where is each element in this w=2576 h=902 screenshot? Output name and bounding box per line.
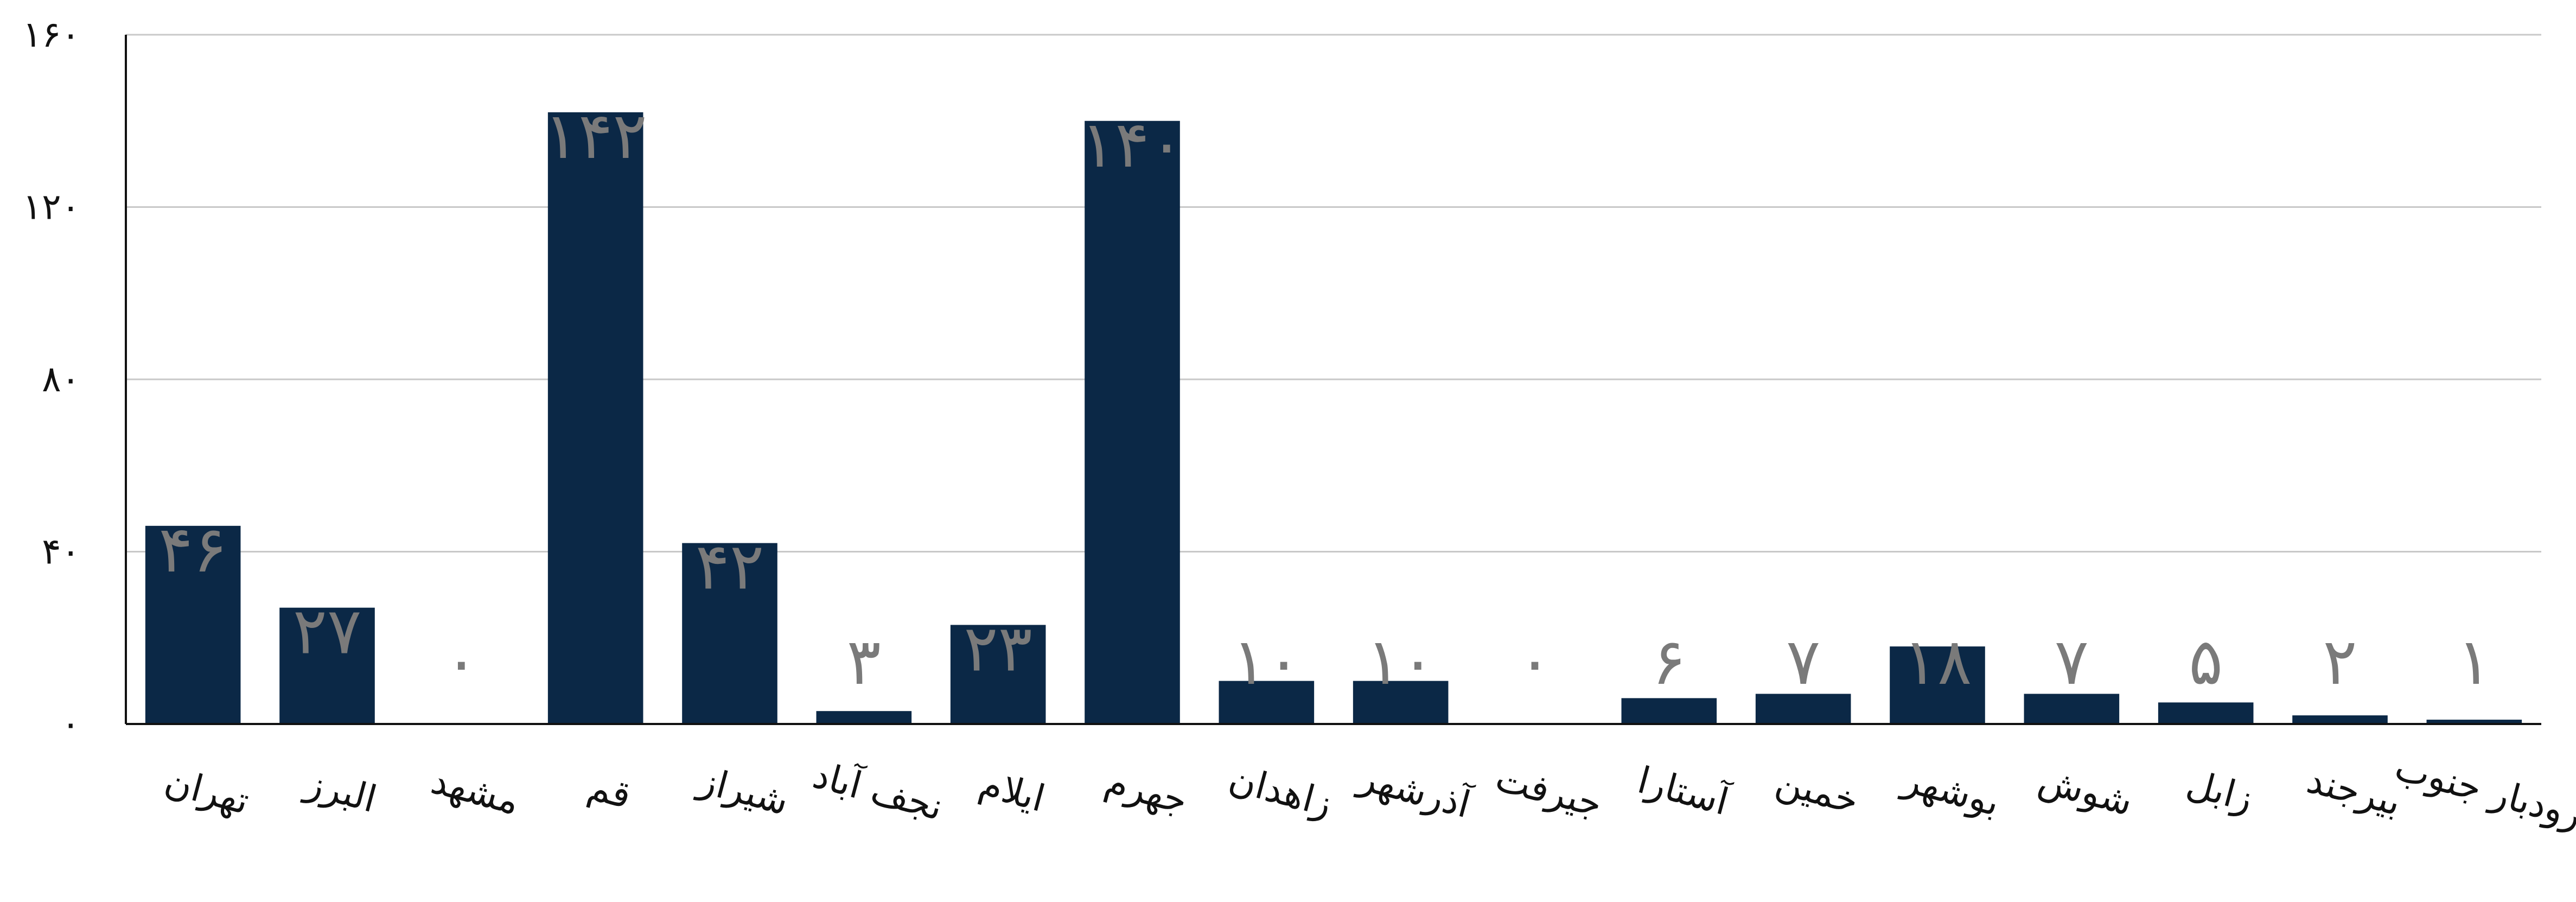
bar-value-label: ۲۷ [293,594,362,669]
bar-value-label: ۴۶ [158,512,227,587]
y-tick-label: ۸۰ [42,358,80,400]
bar [145,525,241,724]
y-tick-label: ۰ [61,703,80,745]
x-category-label: تهران [161,760,254,823]
bar-value-label: ۰ [444,624,479,699]
bar-value-labels: ۴۶ ۲۷ ۰ ۱۴۲ ۴۲ ۳ ۲۳ ۱۴۰ ۱۰ ۱۰ ۰ ۶ ۷ ۱۸ ۷ ۵ ۲ ۱ [158,98,2491,699]
bar-value-label: ۴۲ [696,529,764,604]
bar-value-label: ۷ [1786,624,1820,699]
bar-value-label: ۳ [847,624,881,699]
x-category-label: آذرشهر [1353,755,1477,828]
bar [1890,646,1985,724]
x-category-label: آستارا [1633,758,1735,824]
x-category-label: مشهد [427,759,524,824]
bar-value-label: ۱۸ [1903,624,1972,699]
bar [2292,715,2388,724]
bar [547,112,643,724]
bar [2158,702,2254,724]
bar-value-label: ۱۴۲ [544,98,647,173]
bar-value-label: ۰ [1517,624,1552,699]
bar [1085,120,1180,724]
bar [1353,681,1449,724]
axes [125,35,2541,725]
x-axis-category-labels: تهران البرز مشهد قم شیراز نجف آباد ایلام جهرم زا… [161,746,2576,837]
x-category-label: بیرجند [2303,758,2406,824]
x-category-label: نجف آباد [808,753,947,829]
x-category-label: جیرفت [1491,757,1606,826]
x-category-label: ایلام [975,763,1049,821]
y-tick-label: ۴۰ [42,531,80,573]
bar-value-label: ۵ [2189,624,2223,699]
x-category-label: زاهدان [1225,757,1336,825]
bar [279,607,375,724]
bar-value-label: ۶ [1652,624,1686,699]
bar-value-label: ۱۰ [1366,624,1435,699]
bar [2024,694,2120,724]
bar [816,711,912,724]
bar-value-label: ۲۳ [964,611,1032,685]
bars [145,112,2522,724]
x-category-label: شیراز [693,759,793,824]
bar [682,543,777,724]
bar-value-label: ۱۴۰ [1081,107,1184,182]
y-tick-label: ۱۲۰ [23,186,80,228]
bar [1621,698,1717,724]
x-category-label: شوش [2034,758,2137,824]
x-category-label: بوشهر [1897,758,2004,825]
bar-value-label: ۱ [2457,624,2491,699]
bar [950,625,1046,724]
x-category-label: خمین [1771,760,1863,823]
bar-value-label: ۷ [2055,624,2089,699]
bar-value-label: ۲ [2323,624,2357,699]
y-axis-tick-labels: ۰ ۴۰ ۸۰ ۱۲۰ ۱۶۰ [23,14,80,745]
x-category-label: قم [584,765,636,817]
x-category-label: رودبار جنوب [2390,746,2576,837]
x-category-label: البرز [300,761,381,821]
y-tick-label: ۱۶۰ [23,14,80,55]
bar [1219,681,1315,724]
x-category-label: زابل [2182,762,2257,821]
bar [1755,694,1851,724]
bar-value-label: ۱۰ [1232,624,1301,699]
bar [2426,720,2522,724]
x-category-label: جهرم [1101,760,1192,823]
gridlines [126,34,2541,552]
